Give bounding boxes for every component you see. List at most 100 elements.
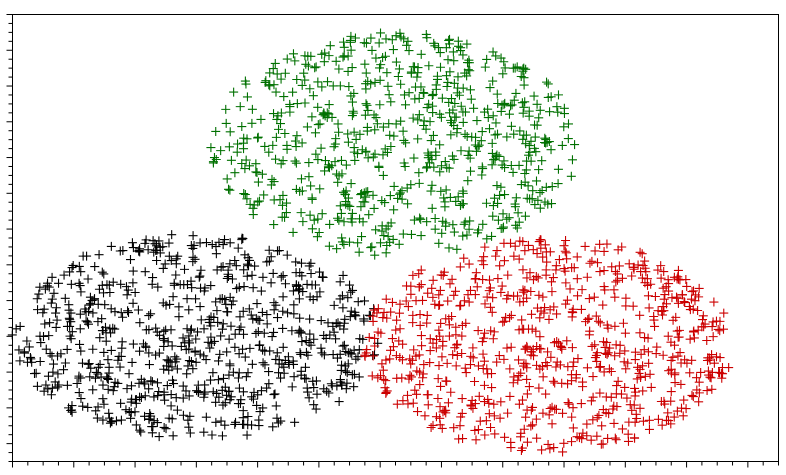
data-point <box>444 97 454 107</box>
data-point <box>168 431 178 441</box>
data-point <box>478 219 488 229</box>
data-point <box>300 75 310 85</box>
data-point <box>638 386 648 396</box>
data-point <box>269 298 279 308</box>
data-point <box>537 156 547 166</box>
data-point <box>557 378 567 388</box>
data-point <box>479 333 489 343</box>
data-point <box>226 155 236 165</box>
data-point <box>199 392 209 402</box>
data-point <box>151 323 161 333</box>
data-point <box>296 258 306 268</box>
data-point <box>524 111 534 121</box>
data-point <box>422 217 432 227</box>
data-point <box>681 404 691 414</box>
data-point <box>165 299 175 309</box>
data-point <box>291 184 301 194</box>
data-point <box>243 411 253 421</box>
data-point <box>586 435 596 445</box>
data-point <box>339 42 349 52</box>
data-point <box>244 261 254 271</box>
data-point <box>185 428 195 438</box>
data-point <box>451 361 461 371</box>
data-point <box>43 384 53 394</box>
data-point <box>615 340 625 350</box>
data-point <box>345 237 354 247</box>
data-point <box>216 331 226 341</box>
data-point <box>104 368 114 378</box>
data-point <box>538 252 548 262</box>
data-point <box>441 43 451 53</box>
data-point <box>386 141 396 151</box>
data-point <box>456 43 466 53</box>
data-point <box>88 385 98 395</box>
data-point <box>455 262 465 272</box>
data-point <box>326 379 336 389</box>
data-point <box>414 282 424 292</box>
data-point <box>271 154 281 164</box>
data-point <box>401 296 411 306</box>
data-point <box>458 434 468 444</box>
data-point <box>146 309 156 319</box>
data-point <box>195 302 205 312</box>
data-point <box>385 191 395 201</box>
data-point <box>349 143 359 153</box>
data-point <box>602 239 612 249</box>
data-point <box>643 347 653 357</box>
data-point <box>577 434 587 444</box>
data-point <box>347 63 357 73</box>
data-point <box>268 140 278 150</box>
data-point <box>491 118 501 128</box>
data-point <box>552 337 562 347</box>
data-point <box>167 341 177 351</box>
data-point <box>60 358 70 368</box>
data-point <box>600 342 610 352</box>
data-point <box>449 290 459 300</box>
data-point <box>295 268 305 278</box>
data-point <box>282 54 292 64</box>
data-point <box>123 285 133 295</box>
data-point <box>541 389 551 399</box>
data-point <box>106 328 116 338</box>
data-point <box>296 174 306 184</box>
data-point <box>672 292 682 302</box>
data-point <box>260 360 270 370</box>
data-point <box>343 66 353 76</box>
data-point <box>522 374 532 384</box>
data-point <box>278 200 287 210</box>
data-point <box>339 239 349 249</box>
data-point <box>371 53 381 63</box>
data-point <box>399 90 409 100</box>
data-point <box>469 103 479 113</box>
data-point <box>389 205 399 215</box>
data-point <box>147 428 157 438</box>
series-2 <box>360 235 734 457</box>
data-point <box>502 343 512 353</box>
data-point <box>535 313 545 323</box>
data-point <box>435 62 445 72</box>
data-point <box>617 424 627 434</box>
data-point <box>502 132 512 142</box>
data-point <box>171 393 181 403</box>
data-point <box>638 416 648 426</box>
data-point <box>384 90 394 100</box>
data-point <box>346 179 356 189</box>
data-point <box>567 155 577 165</box>
data-point <box>566 370 576 380</box>
data-point <box>144 311 154 321</box>
data-point <box>441 221 451 231</box>
data-point <box>435 48 445 58</box>
data-point <box>75 339 85 349</box>
data-point <box>418 295 428 305</box>
data-point <box>383 81 393 91</box>
data-point <box>402 281 412 291</box>
data-point <box>433 374 443 384</box>
data-point <box>472 116 482 126</box>
data-point <box>455 421 465 431</box>
data-point <box>458 50 468 60</box>
data-point <box>98 415 108 425</box>
data-point <box>493 129 503 139</box>
data-point <box>221 104 231 114</box>
data-point <box>351 354 361 364</box>
data-point <box>152 255 162 265</box>
